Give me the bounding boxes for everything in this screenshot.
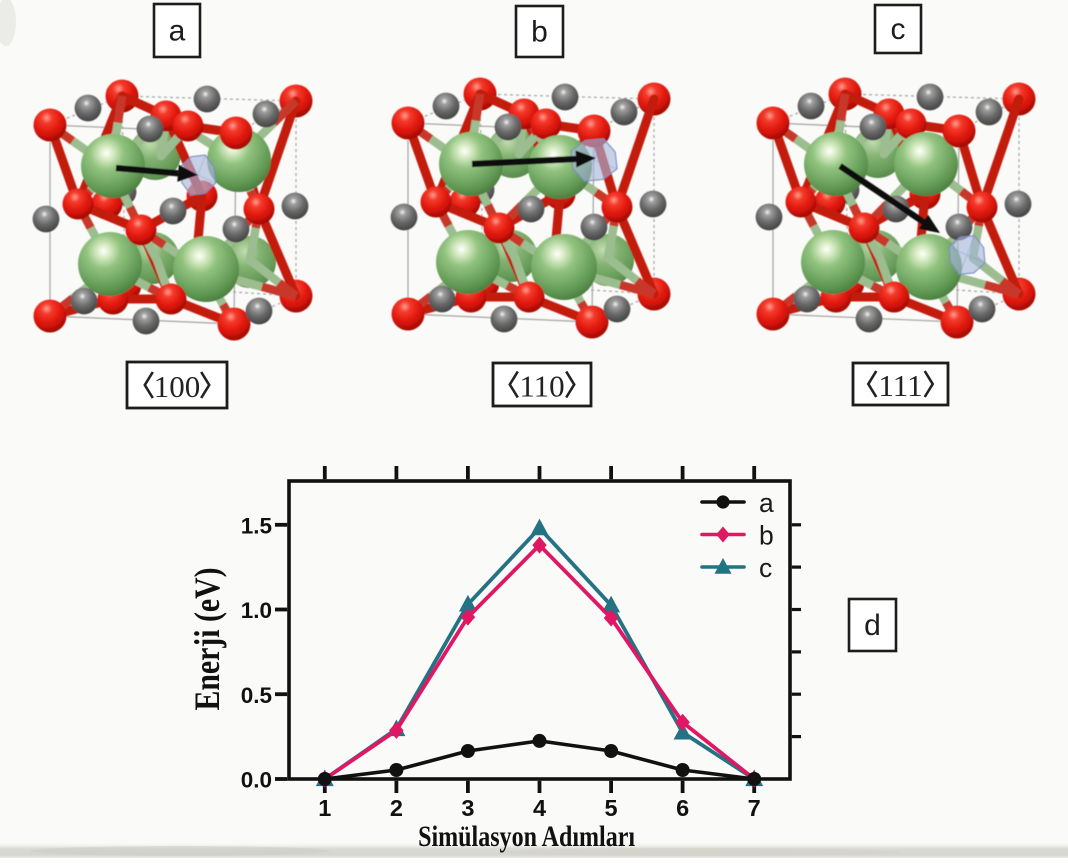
svg-text:111: 111	[878, 368, 922, 403]
svg-text:1.5: 1.5	[241, 513, 272, 538]
svg-text:7: 7	[748, 795, 761, 821]
svg-text:6: 6	[676, 795, 689, 821]
svg-text:b: b	[759, 521, 774, 551]
svg-text:Simülasyon Adımları: Simülasyon Adımları	[418, 820, 635, 853]
svg-text:d: d	[864, 609, 881, 642]
svg-text:5: 5	[605, 795, 618, 821]
svg-text:3: 3	[461, 795, 474, 821]
svg-text:0.5: 0.5	[241, 683, 272, 708]
svg-text:c: c	[891, 13, 906, 46]
svg-text:2: 2	[390, 795, 403, 821]
svg-text:c: c	[759, 553, 772, 583]
svg-text:110: 110	[519, 369, 564, 404]
svg-text:Enerji (eV): Enerji (eV)	[187, 568, 227, 711]
svg-text:100: 100	[154, 369, 201, 404]
svg-text:a: a	[759, 488, 774, 518]
svg-text:1: 1	[318, 795, 331, 821]
svg-text:1.0: 1.0	[241, 598, 272, 623]
svg-text:b: b	[531, 16, 548, 49]
svg-text:0.0: 0.0	[241, 768, 272, 793]
svg-text:a: a	[169, 15, 186, 48]
svg-text:4: 4	[533, 795, 546, 821]
